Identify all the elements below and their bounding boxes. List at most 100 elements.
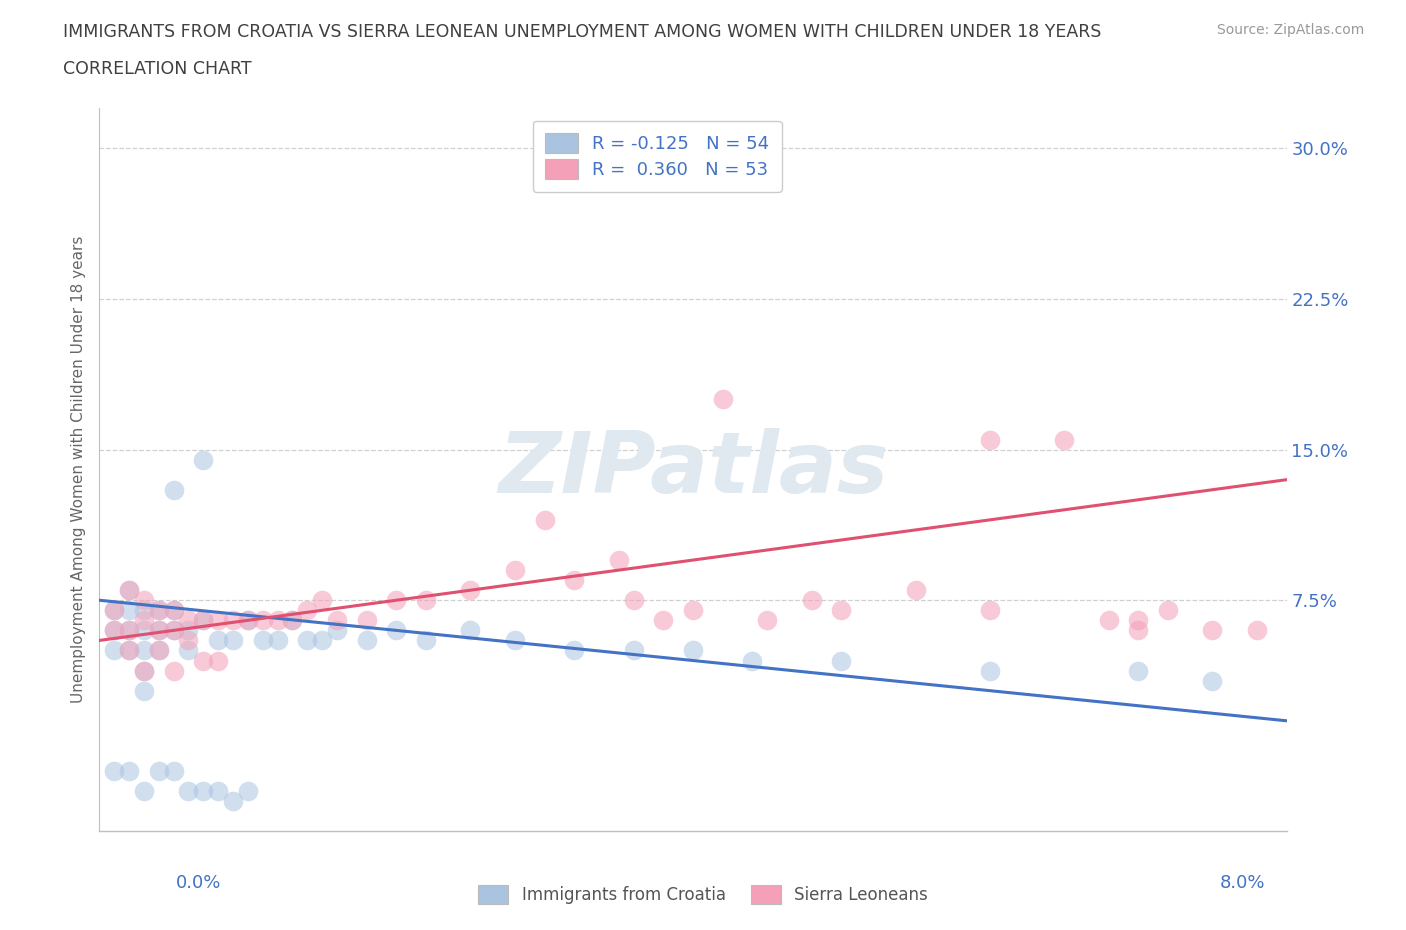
Point	[562, 573, 585, 588]
Point	[162, 764, 184, 778]
Point	[1201, 673, 1223, 688]
Point	[207, 784, 229, 799]
Point	[118, 583, 141, 598]
Point	[236, 613, 259, 628]
Legend: R = -0.125   N = 54, R =  0.360   N = 53: R = -0.125 N = 54, R = 0.360 N = 53	[533, 121, 782, 192]
Point	[132, 643, 155, 658]
Point	[193, 784, 215, 799]
Point	[148, 603, 170, 618]
Point	[1097, 613, 1119, 628]
Point	[295, 633, 318, 648]
Point	[103, 603, 125, 618]
Point	[162, 603, 184, 618]
Point	[385, 592, 408, 607]
Point	[756, 613, 779, 628]
Point	[148, 603, 170, 618]
Point	[830, 603, 852, 618]
Point	[162, 623, 184, 638]
Point	[503, 633, 526, 648]
Point	[118, 623, 141, 638]
Point	[132, 784, 155, 799]
Point	[1128, 613, 1150, 628]
Point	[162, 483, 184, 498]
Point	[281, 613, 304, 628]
Point	[252, 613, 274, 628]
Point	[1201, 623, 1223, 638]
Legend: Immigrants from Croatia, Sierra Leoneans: Immigrants from Croatia, Sierra Leoneans	[470, 877, 936, 912]
Point	[132, 663, 155, 678]
Point	[385, 623, 408, 638]
Point	[148, 643, 170, 658]
Point	[904, 583, 927, 598]
Point	[503, 563, 526, 578]
Point	[103, 643, 125, 658]
Point	[266, 633, 288, 648]
Point	[800, 592, 823, 607]
Point	[132, 663, 155, 678]
Point	[1128, 663, 1150, 678]
Point	[311, 592, 333, 607]
Point	[266, 613, 288, 628]
Text: Source: ZipAtlas.com: Source: ZipAtlas.com	[1216, 23, 1364, 37]
Point	[193, 613, 215, 628]
Point	[132, 684, 155, 698]
Point	[177, 623, 200, 638]
Point	[132, 623, 155, 638]
Point	[162, 603, 184, 618]
Point	[1246, 623, 1268, 638]
Point	[326, 613, 349, 628]
Point	[356, 633, 378, 648]
Point	[979, 663, 1001, 678]
Point	[281, 613, 304, 628]
Point	[118, 623, 141, 638]
Point	[148, 623, 170, 638]
Point	[118, 643, 141, 658]
Point	[103, 764, 125, 778]
Point	[177, 784, 200, 799]
Point	[103, 623, 125, 638]
Point	[460, 583, 482, 598]
Point	[222, 633, 245, 648]
Point	[830, 653, 852, 668]
Point	[415, 633, 437, 648]
Point	[132, 603, 155, 618]
Point	[132, 592, 155, 607]
Point	[118, 643, 141, 658]
Point	[103, 603, 125, 618]
Point	[177, 633, 200, 648]
Point	[207, 633, 229, 648]
Point	[562, 643, 585, 658]
Point	[177, 643, 200, 658]
Point	[177, 613, 200, 628]
Point	[533, 512, 555, 527]
Point	[148, 623, 170, 638]
Point	[148, 764, 170, 778]
Point	[623, 592, 645, 607]
Point	[623, 643, 645, 658]
Point	[207, 653, 229, 668]
Text: CORRELATION CHART: CORRELATION CHART	[63, 60, 252, 78]
Point	[1128, 623, 1150, 638]
Text: 0.0%: 0.0%	[176, 874, 221, 892]
Point	[236, 613, 259, 628]
Point	[162, 623, 184, 638]
Point	[1053, 432, 1076, 447]
Point	[162, 663, 184, 678]
Point	[295, 603, 318, 618]
Text: ZIPatlas: ZIPatlas	[498, 428, 889, 512]
Point	[741, 653, 763, 668]
Point	[1157, 603, 1180, 618]
Point	[311, 633, 333, 648]
Point	[103, 623, 125, 638]
Point	[682, 603, 704, 618]
Point	[607, 552, 630, 567]
Point	[252, 633, 274, 648]
Point	[652, 613, 675, 628]
Point	[222, 793, 245, 808]
Point	[118, 603, 141, 618]
Text: 8.0%: 8.0%	[1220, 874, 1265, 892]
Point	[979, 432, 1001, 447]
Point	[415, 592, 437, 607]
Point	[682, 643, 704, 658]
Point	[222, 613, 245, 628]
